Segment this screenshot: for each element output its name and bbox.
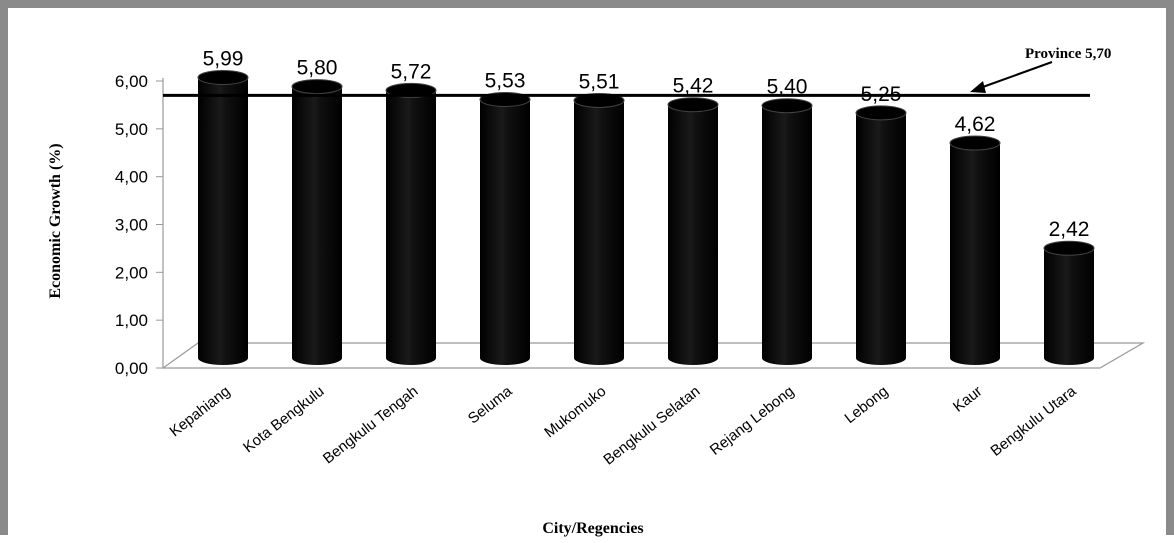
x-tick-label: Kota Bengkulu <box>240 383 327 456</box>
y-tick-label: 3,00 <box>115 216 148 235</box>
bar-top <box>855 105 907 121</box>
data-label: 2,42 <box>1049 218 1090 241</box>
bar-body <box>574 100 624 366</box>
bar-body <box>856 112 906 365</box>
y-tick-label: 4,00 <box>115 168 148 187</box>
y-axis-title: Economic Growth (%) <box>47 143 64 298</box>
x-tick-label: Kepahiang <box>166 383 233 441</box>
bar-body <box>950 143 1000 365</box>
y-tick-label: 6,00 <box>115 72 148 91</box>
data-label: 5,42 <box>673 75 714 98</box>
data-label: 5,40 <box>767 76 808 99</box>
bar <box>1043 240 1095 365</box>
y-tick-label: 0,00 <box>115 359 148 378</box>
data-label: 5,72 <box>391 60 432 83</box>
x-tick-label: Mukomuko <box>541 383 609 442</box>
bar <box>949 135 1001 365</box>
x-tick-label: Bengkulu Utara <box>988 382 1080 459</box>
bar-top <box>291 79 343 95</box>
economic-growth-chart: 0,00 1,00 2,00 3,00 4,00 5,00 6,00 5,99 5,80 5,7… <box>47 46 1146 537</box>
x-tick-label: Seluma <box>465 382 516 427</box>
bar-top <box>197 69 249 85</box>
data-label: 4,62 <box>955 113 996 136</box>
x-tick-label: Bengkulu Tengah <box>320 383 422 468</box>
bar <box>667 97 719 365</box>
bar <box>855 105 907 365</box>
data-label: 5,53 <box>485 69 526 92</box>
data-label: 5,51 <box>579 70 620 93</box>
bar-top <box>761 98 813 114</box>
bar-body <box>1044 248 1094 365</box>
bar-body <box>386 90 436 365</box>
bar-body <box>292 86 342 366</box>
bar-body <box>480 99 530 366</box>
data-label: 5,80 <box>297 57 338 80</box>
y-tick-label: 2,00 <box>115 263 148 282</box>
x-tick-label: Kaur <box>950 383 985 416</box>
bar-top <box>667 97 719 113</box>
province-reference-label: Province 5,70 <box>1025 46 1111 62</box>
bar-top <box>1043 240 1095 256</box>
x-tick-label: Bengkulu Selatan <box>600 383 703 469</box>
reference-arrow <box>970 61 1053 93</box>
bar <box>197 69 249 365</box>
y-tick-label: 5,00 <box>115 120 148 139</box>
bar <box>291 79 343 366</box>
data-label: 5,99 <box>203 47 244 70</box>
x-axis-title: City/Regencies <box>542 520 643 537</box>
bar <box>385 82 437 365</box>
bar-body <box>668 104 718 365</box>
bar <box>573 92 625 366</box>
bar-top <box>949 135 1001 151</box>
value-labels: 5,99 5,80 5,72 5,53 5,51 5,42 5,40 5,254,622,42 <box>203 47 1090 241</box>
bar <box>761 98 813 365</box>
x-tick-label: Rejang Lebong <box>707 383 798 459</box>
bar <box>479 91 531 366</box>
x-tick-label: Lebong <box>842 383 892 427</box>
y-ticks: 0,00 1,00 2,00 3,00 4,00 5,00 6,00 <box>115 72 163 378</box>
bar-body <box>762 105 812 365</box>
bar-body <box>198 77 248 365</box>
bar-top <box>573 92 625 108</box>
y-tick-label: 1,00 <box>115 311 148 330</box>
